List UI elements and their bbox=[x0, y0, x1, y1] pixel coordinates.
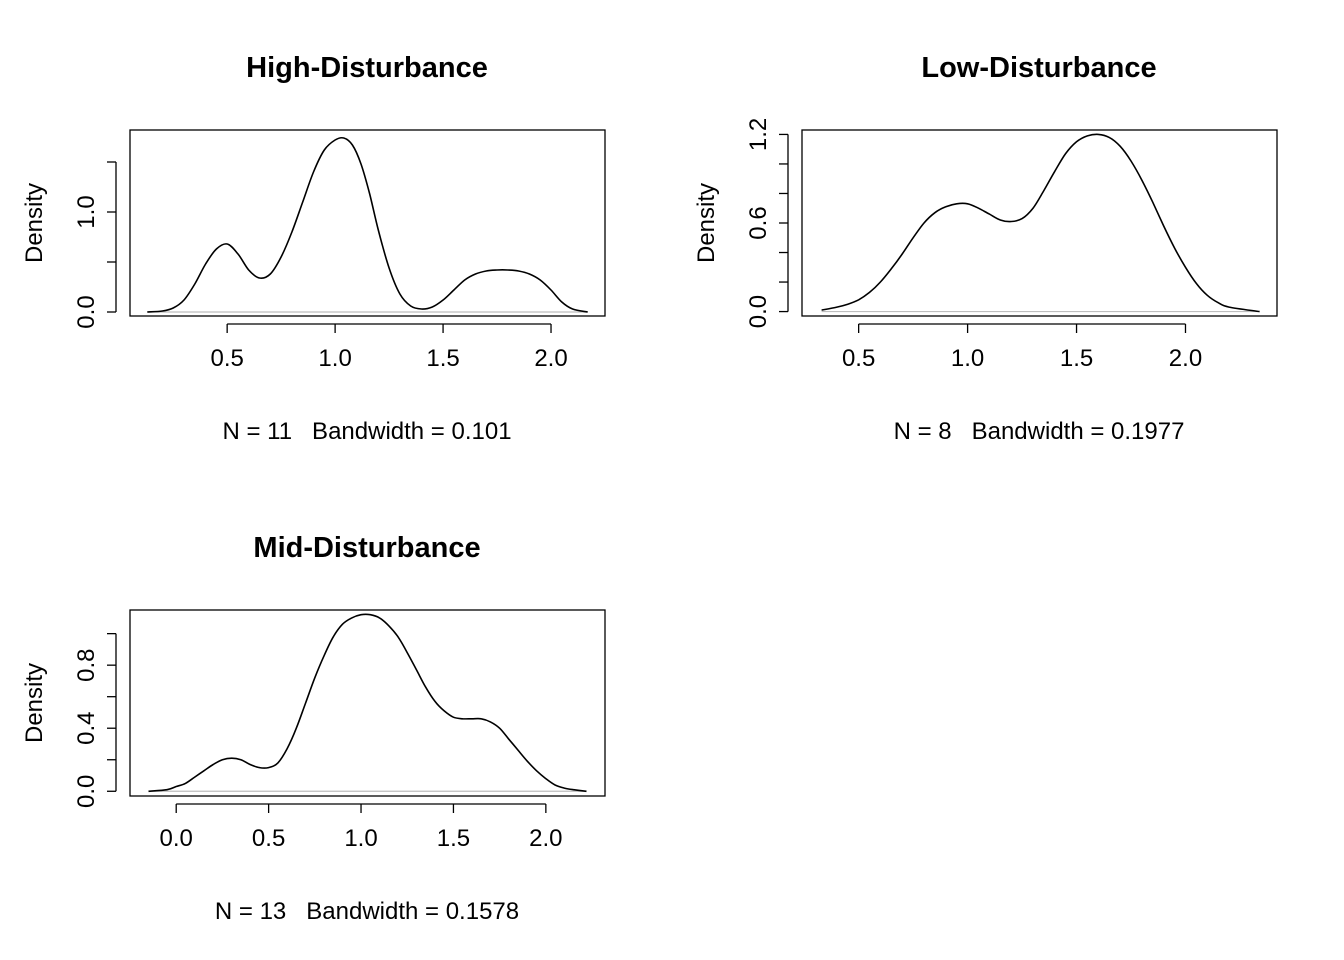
x-tick-label: 2.0 bbox=[1169, 345, 1202, 372]
y-axis-label: Density bbox=[21, 663, 48, 743]
x-tick-label: 0.5 bbox=[842, 345, 875, 372]
x-tick-label: 1.0 bbox=[951, 345, 984, 372]
panel-high-disturbance: High-Disturbance Density N = 11 Bandwidt… bbox=[21, 52, 606, 445]
panel-title: Mid-Disturbance bbox=[253, 532, 480, 564]
plot-box bbox=[129, 609, 606, 797]
y-tick-label: 1.2 bbox=[745, 118, 772, 151]
y-tick-label: 0.0 bbox=[73, 775, 100, 808]
axes: 0.5 1.0 1.5 2.0 0.0 0.6 1.2 bbox=[745, 118, 1202, 372]
density-line bbox=[147, 136, 588, 313]
y-tick-label: 0.0 bbox=[745, 295, 772, 328]
density-line bbox=[148, 613, 587, 793]
axes: 0.5 1.0 1.5 2.0 0.0 1.0 bbox=[73, 161, 568, 372]
panel-title: Low-Disturbance bbox=[921, 52, 1156, 84]
y-axis-label: Density bbox=[21, 183, 48, 263]
x-axis-label: N = 13 Bandwidth = 0.1578 bbox=[215, 898, 519, 925]
x-tick-label: 1.5 bbox=[426, 345, 459, 372]
panel-low-disturbance: Low-Disturbance Density N = 8 Bandwidth … bbox=[693, 52, 1278, 445]
x-tick-label: 1.5 bbox=[437, 825, 470, 852]
x-axis-label: N = 8 Bandwidth = 0.1977 bbox=[894, 418, 1185, 445]
x-tick-label: 2.0 bbox=[529, 825, 562, 852]
x-tick-label: 1.0 bbox=[318, 345, 351, 372]
density-line bbox=[821, 133, 1260, 313]
x-axis-label: N = 11 Bandwidth = 0.101 bbox=[222, 418, 511, 445]
density-curve bbox=[147, 136, 588, 313]
panel-mid-disturbance: Mid-Disturbance Density N = 13 Bandwidth… bbox=[21, 532, 606, 925]
x-tick-label: 0.0 bbox=[160, 825, 193, 852]
x-tick-label: 1.0 bbox=[344, 825, 377, 852]
x-tick-label: 2.0 bbox=[534, 345, 567, 372]
plot-box bbox=[129, 129, 606, 317]
y-tick-label: 1.0 bbox=[73, 195, 100, 228]
plot-box bbox=[801, 129, 1278, 317]
x-tick-label: 0.5 bbox=[210, 345, 243, 372]
axes: 0.0 0.5 1.0 1.5 2.0 0.0 0.4 0.8 bbox=[73, 632, 563, 852]
x-tick-label: 1.5 bbox=[1060, 345, 1093, 372]
y-tick-label: 0.6 bbox=[745, 206, 772, 239]
x-tick-label: 0.5 bbox=[252, 825, 285, 852]
y-tick-label: 0.4 bbox=[73, 712, 100, 745]
y-axis-label: Density bbox=[693, 183, 720, 263]
panel-title: High-Disturbance bbox=[246, 52, 488, 84]
density-curve bbox=[821, 133, 1260, 313]
y-tick-label: 0.8 bbox=[73, 648, 100, 681]
y-tick-label: 0.0 bbox=[73, 295, 100, 328]
density-curve bbox=[148, 613, 587, 793]
